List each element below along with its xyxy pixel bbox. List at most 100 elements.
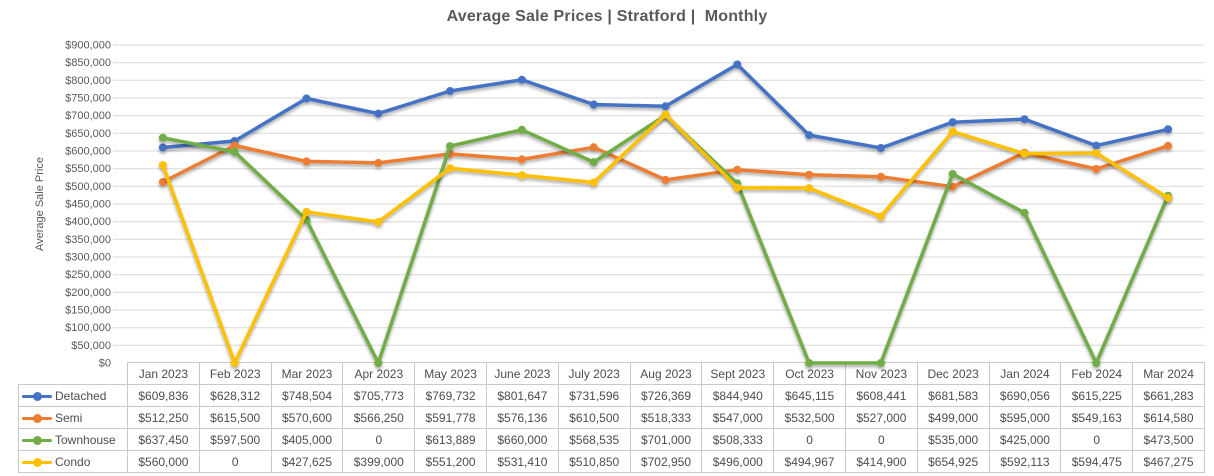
data-point-marker (733, 165, 742, 174)
data-point-marker (948, 118, 957, 127)
data-point-marker (1164, 191, 1173, 200)
value-cell: $637,450 (127, 428, 200, 451)
data-point-marker (661, 110, 670, 119)
data-point-marker (733, 179, 742, 188)
data-point-marker (302, 94, 311, 103)
value-cell: $551,200 (414, 450, 487, 473)
data-point-marker (948, 127, 957, 136)
data-point-marker (1164, 141, 1173, 150)
table-row: Detached $609,836 $628,312 $748,504 $705,773… (18, 384, 1205, 407)
value-cell: $518,333 (629, 406, 703, 429)
legend-cell-semi: Semi (18, 406, 128, 429)
value-cell: 0 (342, 428, 416, 451)
month-header-cell: Aug 2023 (629, 362, 703, 385)
data-point-marker (517, 155, 526, 164)
y-axis-tick-label: $50,000 (71, 340, 111, 352)
y-axis-tick-label: $500,000 (65, 181, 111, 193)
chart-title: Average Sale Prices | Stratford | Monthl… (446, 8, 768, 25)
value-cell: $615,500 (198, 406, 272, 429)
y-axis-tick-label: $900,000 (65, 40, 111, 52)
value-cell: 0 (198, 450, 272, 473)
month-header-cell: Dec 2023 (916, 362, 990, 385)
value-cell: $844,940 (701, 384, 775, 407)
value-cell: $705,773 (342, 384, 416, 407)
value-cell: $547,000 (701, 406, 775, 429)
series-condo (158, 110, 1173, 367)
data-point-marker (302, 207, 311, 216)
data-point-marker (661, 175, 670, 184)
data-point-marker (158, 161, 167, 170)
y-axis-tick-label: $700,000 (65, 110, 111, 122)
value-cell: 0 (844, 428, 918, 451)
value-cell: $731,596 (557, 384, 631, 407)
month-header-cell: Mar 2023 (270, 362, 344, 385)
y-axis-tick-label: $600,000 (65, 146, 111, 158)
data-point-marker (876, 212, 885, 221)
data-point-marker (661, 111, 670, 120)
data-point-marker (948, 170, 957, 178)
series-semi (158, 141, 1173, 191)
data-point-marker (589, 100, 598, 109)
value-cell: $769,732 (414, 384, 487, 407)
legend-line-marker-icon (22, 413, 52, 423)
legend-label: Condo (55, 454, 91, 469)
value-cell: $592,113 (988, 450, 1062, 473)
value-cell: 0 (1060, 428, 1134, 451)
month-header-cell: Mar 2024 (1132, 362, 1205, 385)
y-axis-tick-label: $250,000 (65, 269, 111, 281)
value-cell: $595,000 (988, 406, 1062, 429)
data-point-marker (230, 141, 239, 150)
value-cell: $726,369 (629, 384, 703, 407)
data-table: Jan 2023 Feb 2023 Mar 2023 Apr 2023 May 2023… (18, 362, 1205, 473)
data-point-marker (374, 109, 383, 118)
value-cell: $615,225 (1060, 384, 1134, 407)
value-cell: $531,410 (485, 450, 559, 473)
value-cell: $527,000 (844, 406, 918, 429)
data-point-marker (517, 75, 526, 84)
value-cell: $645,115 (773, 384, 846, 407)
data-point-marker (733, 183, 742, 192)
legend-label: Semi (55, 410, 83, 425)
month-header-cell: Apr 2023 (342, 362, 416, 385)
data-point-marker (374, 158, 383, 167)
data-point-marker (805, 131, 814, 140)
value-cell: $614,580 (1132, 406, 1205, 429)
series-townhouse (158, 111, 1173, 367)
data-point-marker (1020, 208, 1029, 217)
data-point-marker (302, 215, 311, 224)
value-cell: $532,500 (773, 406, 846, 429)
y-axis-tick-label: $400,000 (65, 216, 111, 228)
data-point-marker (446, 149, 455, 158)
month-header-cell: July 2023 (557, 362, 631, 385)
data-point-marker (589, 158, 598, 167)
value-cell: $613,889 (414, 428, 487, 451)
data-point-marker (230, 137, 239, 145)
legend-label: Detached (55, 388, 107, 403)
value-cell: $591,778 (414, 406, 487, 429)
value-cell: $609,836 (127, 384, 200, 407)
value-cell: $496,000 (701, 450, 775, 473)
data-point-marker (805, 170, 814, 179)
value-cell: $473,500 (1132, 428, 1205, 451)
value-cell: $427,625 (270, 450, 344, 473)
value-cell: $576,136 (485, 406, 559, 429)
data-point-marker (1020, 148, 1029, 157)
data-point-marker (1164, 125, 1173, 134)
y-axis-tick-label: $100,000 (65, 322, 111, 334)
data-point-marker (733, 60, 742, 69)
value-cell: $660,000 (485, 428, 559, 451)
data-point-marker (1020, 115, 1029, 124)
value-cell: $608,441 (844, 384, 918, 407)
value-cell: $425,000 (988, 428, 1062, 451)
value-cell: $594,475 (1060, 450, 1134, 473)
value-cell: $549,163 (1060, 406, 1134, 429)
value-cell: $414,900 (844, 450, 918, 473)
value-cell: $628,312 (198, 384, 272, 407)
data-point-marker (876, 144, 885, 152)
legend-line-marker-icon (22, 391, 52, 401)
value-cell: $610,500 (557, 406, 631, 429)
data-point-marker (374, 218, 383, 226)
value-cell: $512,250 (127, 406, 200, 429)
value-cell: $494,967 (773, 450, 846, 473)
